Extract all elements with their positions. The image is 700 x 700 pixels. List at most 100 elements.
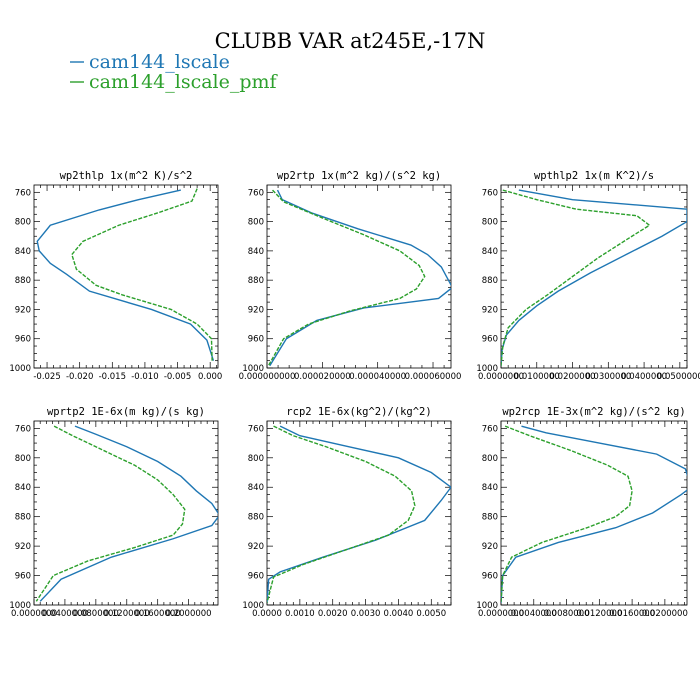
y-tick-label: 1000 [476,364,498,374]
x-tick-label: 0.000060000 [405,372,462,382]
y-tick-label: 840 [248,483,264,493]
y-tick-label: 920 [482,542,498,552]
x-tick-label: 0.0800000 [73,609,119,619]
x-tick-label: 0.0400000 [42,609,88,619]
x-tick-label: 0.1600000 [135,609,181,619]
y-tick-label: 960 [248,572,264,582]
x-tick-label: -0.010 [131,372,158,382]
x-tick-label: 0.0030 [351,609,381,619]
x-tick-label: 0.2000000 [166,609,212,619]
x-tick-label: 0.0050 [416,609,446,619]
x-tick-label: 0.0300000 [585,372,631,382]
x-tick-label: -0.025 [33,372,60,382]
y-tick-label: 920 [248,542,264,552]
y-tick-label: 920 [15,305,31,315]
panel-title: rcp2 1E-6x(kg^2)/(kg^2) [286,406,431,418]
y-tick-label: 800 [15,218,31,228]
y-tick-label: 760 [482,188,498,198]
plot-frame [33,420,219,606]
legend-label-cam144-lscale: cam144_lscale [89,51,230,73]
panel-4: wprtp2 1E-6x(m kg)/(s kg) 760 800 840 880 920… [9,406,219,619]
y-tick-label: 840 [15,247,31,257]
y-tick-label: 960 [482,335,498,345]
series-line-cam144-lscale [269,189,451,367]
x-tick-label: 0.0040 [384,609,414,619]
x-tick-label: 0.000 [198,372,222,382]
x-tick-label: 0.0010 [285,609,315,619]
x-tick-label: 0.0080000 [544,609,590,619]
y-tick-label: 960 [15,572,31,582]
x-tick-label: 0.0000000 [478,372,524,382]
x-tick-label: 0.0000 [252,609,282,619]
y-tick-label: 800 [482,218,498,228]
y-tick-label: 880 [482,276,498,286]
y-tick-label: 840 [15,483,31,493]
panel-3: wpthlp2 1x(m K^2)/s 760 800 840 880 920 960 100… [476,170,700,382]
plot-frame [266,184,452,369]
y-tick-label: 880 [15,276,31,286]
series-line-cam144-lscale [501,425,687,603]
series-line-cam144-lscale [36,189,215,361]
series-line-cam144-lscale-pmf [267,425,416,603]
y-tick-label: 960 [482,572,498,582]
x-tick-label: 0.000020000 [294,372,351,382]
y-tick-label: 880 [248,513,264,523]
y-tick-label: 880 [15,513,31,523]
y-tick-label: 1000 [9,364,31,374]
x-tick-label: 0.000040000 [349,372,406,382]
panel-2: wp2rtp 1x(m^2 kg)/(s^2 kg) 760 800 840 880 92… [239,170,462,382]
series-line-cam144-lscale-pmf [501,425,633,603]
y-tick-label: 800 [248,218,264,228]
y-tick-label: 800 [15,454,31,464]
series-line-cam144-lscale-pmf [267,189,426,367]
x-tick-label: 0.000000000 [239,372,296,382]
y-tick-label: 760 [248,424,264,434]
y-tick-label: 960 [15,335,31,345]
x-tick-label: 0.0100000 [514,372,560,382]
series-line-cam144-lscale [501,189,687,366]
y-tick-label: 920 [15,542,31,552]
y-tick-label: 760 [15,188,31,198]
x-tick-label: 0.0200000 [550,372,596,382]
y-tick-label: 760 [482,424,498,434]
series-line-cam144-lscale [267,425,451,603]
x-tick-label: -0.005 [164,372,191,382]
series-line-cam144-lscale-pmf [35,425,186,602]
y-tick-label: 880 [482,513,498,523]
plot-frame [33,184,219,369]
x-tick-label: 0.0400000 [621,372,667,382]
y-tick-label: 960 [248,335,264,345]
y-tick-label: 920 [482,305,498,315]
y-tick-label: 1000 [9,601,31,611]
y-tick-label: 760 [248,188,264,198]
y-tick-label: 1000 [476,601,498,611]
x-tick-label: 0.1200000 [104,609,150,619]
y-tick-label: 840 [482,483,498,493]
y-tick-label: 880 [248,276,264,286]
panels: wp2thlp 1x(m^2 K)/s^2 760 800 840 880 920 960 1… [9,170,700,619]
panel-title: wprtp2 1E-6x(m kg)/(s kg) [47,406,205,418]
x-tick-label: -0.015 [99,372,126,382]
panel-5: rcp2 1E-6x(kg^2)/(kg^2) 760 800 840 880 920 96… [242,406,452,619]
x-tick-label: 0.0200000 [642,609,688,619]
figure-title: CLUBB VAR at245E,-17N [215,29,486,53]
x-tick-label: -0.020 [66,372,93,382]
y-tick-label: 760 [15,424,31,434]
series-line-cam144-lscale-pmf [501,189,651,366]
panel-1: wp2thlp 1x(m^2 K)/s^2 760 800 840 880 920 960 1… [9,170,222,382]
x-tick-label: 0.0160000 [609,609,655,619]
y-tick-label: 840 [482,247,498,257]
y-tick-label: 920 [248,305,264,315]
panel-title: wp2rcp 1E-3x(m^2 kg)/(s^2 kg) [502,406,685,418]
y-tick-label: 1000 [242,364,264,374]
y-tick-label: 800 [482,454,498,464]
x-tick-label: 0.0500000 [657,372,700,382]
x-tick-label: 0.0000000 [478,609,524,619]
legend-label-cam144-lscale-pmf: cam144_lscale_pmf [89,71,279,93]
panel-6: wp2rcp 1E-3x(m^2 kg)/(s^2 kg) 760 800 840 88… [476,406,688,619]
legend: cam144_lscale cam144_lscale_pmf [70,51,279,93]
x-tick-label: 0.0040000 [511,609,557,619]
panel-title: wp2rtp 1x(m^2 kg)/(s^2 kg) [277,170,441,182]
series-line-cam144-lscale-pmf [71,188,213,361]
